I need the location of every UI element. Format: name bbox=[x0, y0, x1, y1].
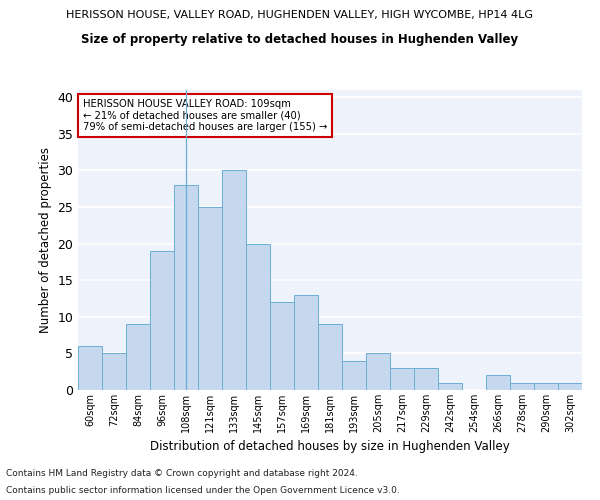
Bar bbox=[510, 382, 534, 390]
Text: HERISSON HOUSE VALLEY ROAD: 109sqm
← 21% of detached houses are smaller (40)
79%: HERISSON HOUSE VALLEY ROAD: 109sqm ← 21%… bbox=[83, 99, 328, 132]
Bar bbox=[486, 376, 510, 390]
Bar bbox=[390, 368, 414, 390]
Bar bbox=[222, 170, 246, 390]
Bar bbox=[438, 382, 462, 390]
Bar bbox=[366, 354, 390, 390]
Bar bbox=[534, 382, 558, 390]
Bar bbox=[294, 295, 318, 390]
Y-axis label: Number of detached properties: Number of detached properties bbox=[39, 147, 52, 333]
Bar bbox=[318, 324, 342, 390]
Bar bbox=[198, 207, 222, 390]
Text: Contains public sector information licensed under the Open Government Licence v3: Contains public sector information licen… bbox=[6, 486, 400, 495]
Bar bbox=[246, 244, 270, 390]
Text: Size of property relative to detached houses in Hughenden Valley: Size of property relative to detached ho… bbox=[82, 32, 518, 46]
Bar bbox=[126, 324, 150, 390]
Bar bbox=[174, 185, 198, 390]
Bar bbox=[102, 354, 126, 390]
Bar bbox=[270, 302, 294, 390]
Text: Contains HM Land Registry data © Crown copyright and database right 2024.: Contains HM Land Registry data © Crown c… bbox=[6, 468, 358, 477]
Bar bbox=[558, 382, 582, 390]
Bar bbox=[150, 251, 174, 390]
Text: HERISSON HOUSE, VALLEY ROAD, HUGHENDEN VALLEY, HIGH WYCOMBE, HP14 4LG: HERISSON HOUSE, VALLEY ROAD, HUGHENDEN V… bbox=[67, 10, 533, 20]
X-axis label: Distribution of detached houses by size in Hughenden Valley: Distribution of detached houses by size … bbox=[150, 440, 510, 454]
Bar bbox=[78, 346, 102, 390]
Bar bbox=[342, 360, 366, 390]
Bar bbox=[414, 368, 438, 390]
